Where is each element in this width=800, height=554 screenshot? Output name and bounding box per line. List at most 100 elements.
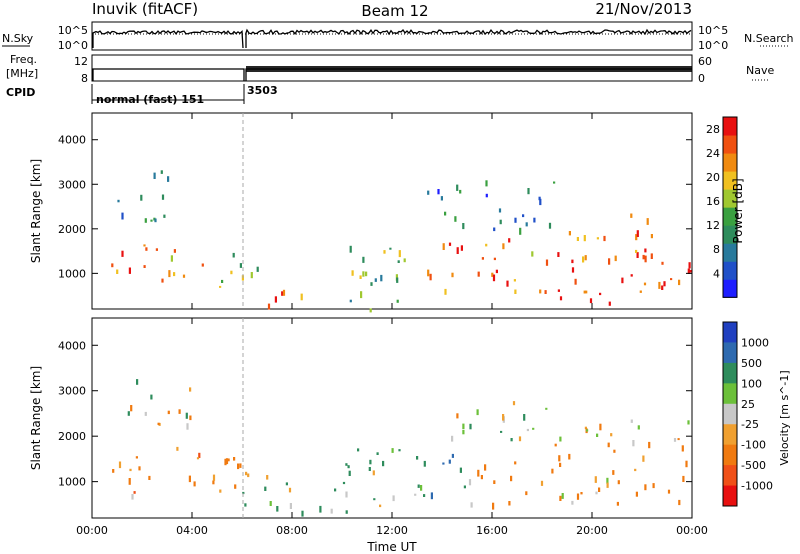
echo-cell	[462, 223, 465, 230]
echo-cell	[462, 430, 465, 435]
echo-cell	[342, 481, 346, 485]
echo-cell	[264, 486, 267, 491]
echo-cell	[118, 461, 122, 469]
echo-cell	[212, 474, 216, 481]
echo-cell	[345, 463, 348, 466]
beam-label: Beam 12	[361, 2, 428, 20]
echo-cell	[582, 256, 585, 263]
colorbar-frame	[722, 116, 738, 298]
echo-cell	[233, 457, 236, 461]
echo-cell	[382, 460, 385, 467]
echo-cell	[451, 453, 454, 458]
echo-cell	[288, 487, 292, 493]
echo-cell	[212, 480, 215, 485]
echo-cell	[300, 293, 303, 301]
cpid-strip: CPID normal (fast) 151 3503	[6, 84, 278, 106]
echo-cell	[423, 460, 426, 467]
nsearch-tick-bottom: 10^0	[698, 39, 728, 52]
echo-cell	[148, 475, 151, 480]
echo-cell	[510, 438, 513, 442]
echo-cell	[427, 269, 430, 277]
colorbar-tick-label: 100	[741, 377, 762, 390]
echo-cell	[661, 261, 664, 265]
echo-cell	[599, 423, 602, 431]
echo-cell	[129, 468, 132, 472]
echo-cell	[584, 255, 587, 261]
y-tick-label: 2000	[58, 223, 86, 236]
echo-cell	[502, 243, 505, 250]
echo-cell	[463, 485, 466, 489]
echo-cell	[559, 436, 562, 442]
echo-cell	[548, 222, 552, 229]
x-tick-label: 08:00	[276, 524, 308, 537]
echo-cell	[357, 448, 360, 452]
echo-cell	[138, 466, 141, 471]
echo-cell	[589, 298, 593, 304]
echo-cell	[111, 263, 114, 268]
echo-cell	[495, 269, 498, 274]
echo-cell	[667, 489, 671, 494]
echo-cell	[319, 505, 322, 513]
echo-cell	[383, 250, 386, 254]
echo-cell	[379, 504, 382, 508]
colorbar-segment	[723, 225, 737, 244]
echo-cell	[673, 438, 677, 442]
echo-cell	[116, 269, 119, 274]
colorbar-segment	[723, 279, 737, 298]
echo-cell	[635, 234, 638, 241]
echo-cell	[477, 469, 480, 477]
y-tick-label: 4000	[58, 134, 86, 147]
echo-cell	[644, 248, 647, 253]
colorbar-tick-label: 4	[713, 267, 720, 280]
colorbar-tick-label: 24	[706, 147, 720, 160]
x-tick-label: 00:00	[76, 524, 108, 537]
echo-cell	[347, 465, 350, 469]
echo-cell	[636, 230, 639, 237]
echo-cell	[493, 480, 496, 484]
colorbar-segment	[723, 171, 737, 190]
echo-cell	[583, 235, 586, 242]
echo-cell	[643, 282, 647, 286]
echo-cell	[163, 214, 166, 218]
echo-cell	[285, 482, 288, 486]
echo-cell	[178, 409, 181, 414]
echo-cell	[498, 208, 502, 213]
echo-cell	[143, 244, 146, 247]
colorbar-tick-label: 1000	[741, 336, 769, 349]
echo-cell	[189, 387, 192, 392]
echo-cell	[650, 253, 653, 259]
colorbar-segment	[723, 135, 737, 154]
cpid-mode-2: 3503	[247, 84, 278, 97]
x-tick-label: 04:00	[176, 524, 208, 537]
echo-cell	[637, 425, 640, 430]
echo-cell	[232, 252, 235, 258]
echo-cell	[538, 196, 541, 201]
echo-cell	[635, 491, 638, 497]
echo-cell	[414, 493, 417, 496]
figure-title: Inuvik (fitACF)	[92, 0, 198, 18]
echo-cell	[392, 495, 395, 502]
echo-cell	[460, 245, 463, 251]
echo-cell	[144, 218, 147, 223]
echo-cell	[237, 463, 240, 470]
echo-cell	[532, 427, 535, 430]
velocity-plot-frame	[91, 317, 693, 519]
echo-cell	[117, 199, 120, 203]
echo-cell	[539, 198, 542, 206]
echo-cell	[380, 274, 383, 282]
echo-cell	[145, 247, 148, 251]
echo-cell	[128, 267, 131, 274]
echo-cell	[568, 453, 571, 460]
colorbar-tick-label: 25	[741, 398, 755, 411]
echo-cell	[224, 458, 227, 466]
echo-cell	[571, 259, 574, 264]
echo-cell	[558, 455, 561, 462]
echo-cell	[416, 456, 419, 460]
echo-cell	[176, 446, 179, 451]
echo-cell	[531, 251, 534, 257]
echo-cell	[225, 458, 229, 465]
echo-cell	[168, 270, 171, 278]
echo-cell	[189, 415, 192, 421]
y-tick-label: 3000	[58, 178, 86, 191]
echo-cell	[606, 482, 609, 488]
